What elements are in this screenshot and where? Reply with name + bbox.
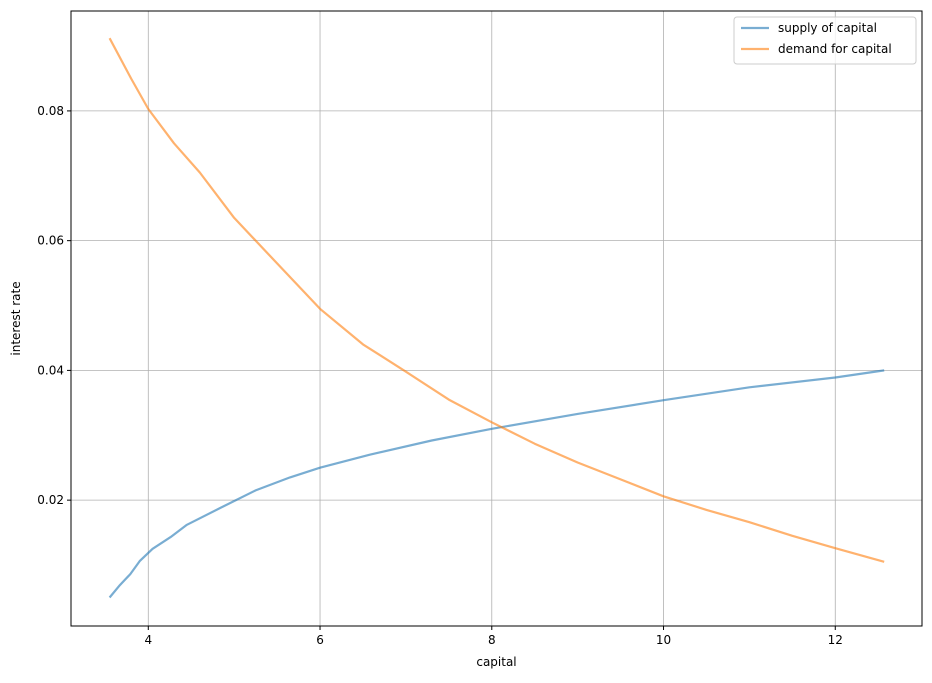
x-tick-label: 10 [656,633,671,647]
series-line-demand [108,37,885,563]
legend-label-demand: demand for capital [778,42,892,56]
y-axis-label: interest rate [9,281,23,355]
ticks: 4 6 8 10 12 0.02 0.04 0.06 0.08 [37,104,843,647]
y-tick-label: 0.08 [37,104,64,118]
legend-label-supply: supply of capital [778,21,877,35]
x-tick-label: 12 [828,633,843,647]
y-tick-label: 0.06 [37,234,64,248]
legend: supply of capital demand for capital [733,16,917,65]
legend-box [733,16,917,65]
x-tick-label: 6 [316,633,324,647]
x-axis-label: capital [476,655,516,669]
grid [71,11,922,626]
y-tick-label: 0.02 [37,493,64,507]
series-lines [108,37,885,599]
x-tick-label: 4 [144,633,152,647]
plot-frame [70,10,923,627]
y-tick-label: 0.04 [37,363,64,377]
x-tick-label: 8 [488,633,496,647]
series-line-supply [108,369,885,599]
